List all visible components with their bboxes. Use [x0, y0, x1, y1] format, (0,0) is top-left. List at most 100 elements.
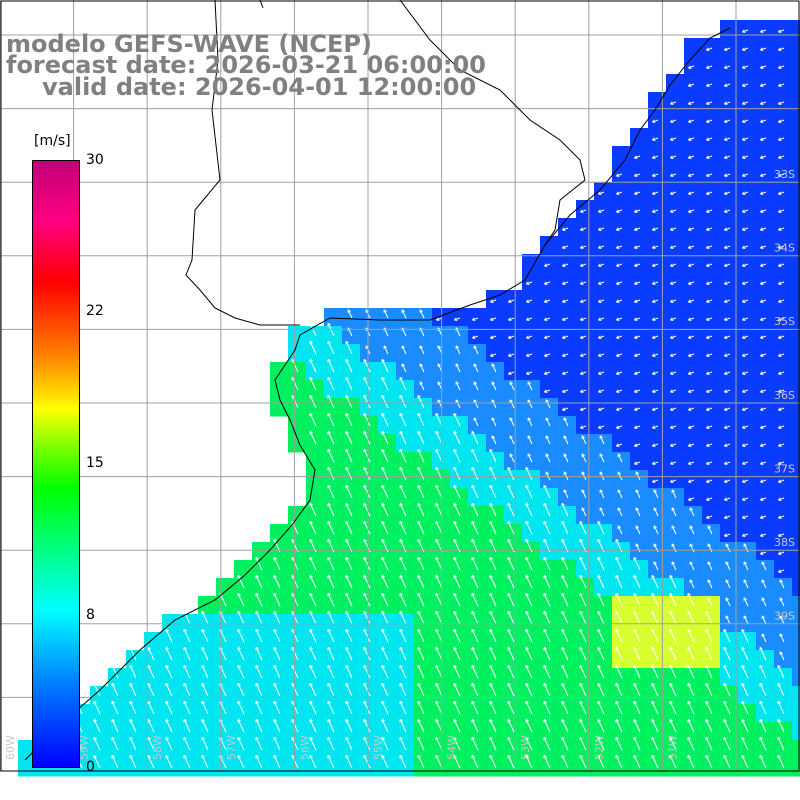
wind-cell	[684, 272, 703, 291]
wind-arrow	[687, 718, 695, 733]
wind-arrow	[687, 101, 695, 105]
wind-cell	[720, 110, 739, 129]
wind-cell	[738, 452, 757, 471]
wind-arrow	[93, 736, 101, 751]
wind-arrow	[399, 646, 407, 661]
wind-arrow	[579, 682, 587, 697]
wind-cell	[684, 38, 703, 57]
wind-cell	[720, 146, 739, 165]
wind-arrow	[615, 556, 623, 571]
wind-arrow	[381, 718, 389, 733]
wind-arrow	[597, 700, 605, 715]
wind-arrow	[381, 700, 389, 715]
wind-arrow	[669, 443, 677, 447]
wind-cell	[270, 524, 289, 543]
lon-label: 52W	[593, 735, 606, 760]
wind-arrow	[471, 520, 479, 535]
wind-arrow	[561, 754, 569, 769]
wind-arrow	[471, 682, 479, 697]
wind-cell	[738, 92, 757, 111]
wind-cell	[792, 506, 800, 525]
wind-arrow	[759, 263, 767, 267]
wind-arrow	[777, 101, 785, 105]
wind-cell	[630, 416, 649, 435]
wind-cell	[666, 74, 685, 93]
wind-arrow	[363, 358, 371, 373]
wind-arrow	[435, 520, 443, 535]
wind-arrow	[597, 628, 605, 643]
wind-arrow	[255, 682, 263, 697]
wind-arrow	[509, 417, 515, 427]
wind-arrow	[527, 381, 533, 391]
wind-arrow	[777, 479, 785, 483]
wind-arrow	[435, 574, 443, 589]
wind-arrow	[689, 579, 695, 589]
wind-arrow	[383, 309, 389, 319]
lat-label: 37S	[774, 462, 795, 475]
wind-arrow	[201, 718, 209, 733]
wind-cell	[702, 146, 721, 165]
wind-cell	[612, 146, 631, 165]
wind-arrow	[417, 646, 425, 661]
wind-cell	[612, 326, 631, 345]
wind-arrow	[363, 646, 371, 661]
wind-arrow	[741, 682, 749, 697]
wind-cell	[702, 200, 721, 219]
wind-arrow	[363, 556, 371, 571]
wind-arrow	[705, 407, 713, 411]
wind-arrow	[509, 399, 515, 409]
wind-arrow	[471, 430, 479, 445]
wind-cell	[792, 20, 800, 39]
wind-arrow	[669, 754, 677, 769]
wind-arrow	[723, 515, 731, 519]
colorbar-unit: [m/s]	[34, 133, 71, 149]
lon-label: 59W	[78, 735, 91, 760]
wind-arrow	[489, 700, 497, 715]
wind-arrow	[309, 736, 317, 751]
wind-arrow	[633, 407, 641, 411]
wind-arrow	[689, 561, 695, 571]
wind-arrow	[689, 525, 695, 535]
wind-arrow	[237, 592, 245, 607]
wind-cell	[774, 92, 793, 111]
wind-arrow	[491, 363, 497, 373]
wind-arrow	[381, 646, 389, 661]
wind-cell	[576, 254, 595, 273]
wind-arrow	[705, 371, 713, 375]
wind-arrow	[705, 83, 713, 87]
wind-arrow	[453, 718, 461, 733]
wind-arrow	[635, 471, 641, 481]
wind-cell	[594, 254, 613, 273]
wind-cell	[720, 362, 739, 381]
wind-cell	[720, 524, 739, 543]
wind-arrow	[635, 489, 641, 499]
wind-arrow	[563, 417, 569, 427]
wind-arrow	[615, 407, 623, 411]
wind-arrow	[669, 317, 677, 321]
lon-label: 51W	[666, 735, 679, 760]
wind-arrow	[273, 754, 281, 769]
wind-arrow	[651, 119, 659, 123]
wind-cell	[756, 290, 775, 309]
wind-cell	[558, 236, 577, 255]
wind-arrow	[545, 417, 551, 427]
wind-arrow	[615, 209, 623, 213]
wind-cell	[612, 416, 631, 435]
wind-cell	[648, 416, 667, 435]
wind-arrow	[615, 700, 623, 715]
wind-arrow	[597, 425, 605, 429]
wind-arrow	[723, 533, 731, 537]
wind-cell	[522, 290, 541, 309]
wind-arrow	[491, 381, 497, 391]
wind-cell	[648, 452, 667, 471]
wind-arrow	[723, 227, 731, 231]
wind-arrow	[561, 700, 569, 715]
wind-cell	[684, 362, 703, 381]
wind-cell	[738, 506, 757, 525]
wind-cell	[792, 560, 800, 579]
wind-arrow	[777, 700, 785, 715]
wind-cell	[774, 542, 793, 561]
wind-arrow	[561, 610, 569, 625]
wind-arrow	[507, 754, 515, 769]
wind-arrow	[147, 664, 155, 679]
